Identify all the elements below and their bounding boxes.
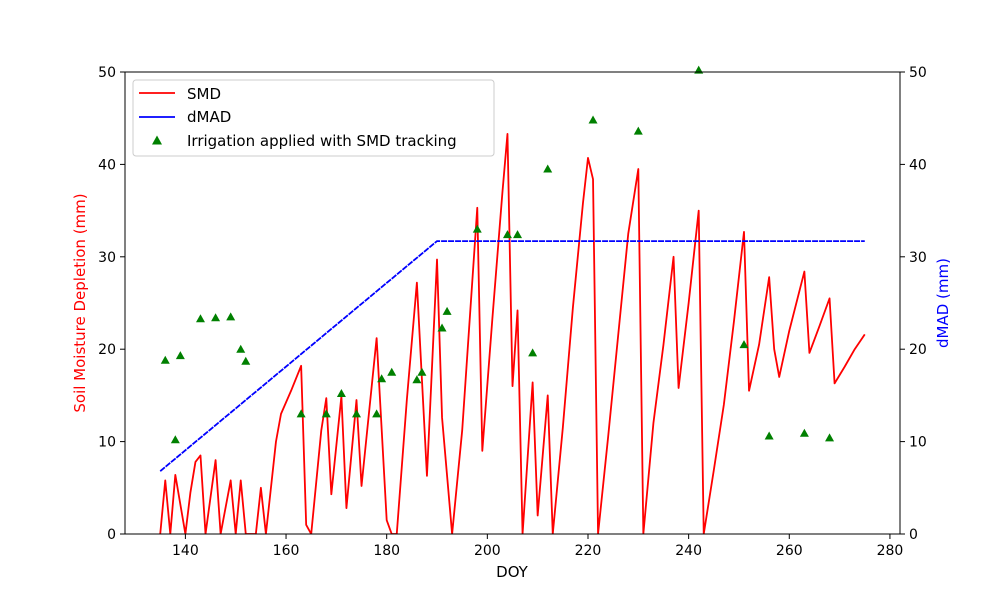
legend-box [132, 79, 495, 157]
legend-smd-label: SMD [187, 85, 221, 103]
irrigation-point [387, 367, 397, 376]
y-axis-right: 0 10 20 30 40 50 [900, 65, 927, 543]
y-axis-left: 0 10 20 30 40 50 [98, 65, 125, 543]
dmad-line [159, 240, 865, 472]
legend-irrigation-marker [152, 135, 162, 145]
irrigation-point [211, 313, 221, 322]
y-tick-label-right: 50 [909, 65, 927, 81]
x-tick-label: 180 [373, 543, 400, 559]
irrigation-point [588, 115, 598, 124]
irrigation-point [543, 164, 553, 173]
x-tick-label: 140 [172, 543, 199, 559]
legend-dmad-label: dMAD [187, 108, 231, 126]
irrigation-point [296, 409, 306, 418]
irrigation-point [799, 428, 809, 437]
irrigation-point [633, 126, 643, 135]
y-tick-label-right: 30 [909, 250, 927, 266]
smd-line [159, 133, 866, 534]
legend-irrigation-label: Irrigation applied with SMD tracking [187, 132, 457, 150]
x-tick-label: 240 [675, 543, 702, 559]
irrigation-point [160, 355, 170, 364]
plot-series [159, 65, 866, 534]
x-tick-label: 260 [776, 543, 803, 559]
y-tick-label-left: 40 [98, 157, 116, 173]
irrigation-point [170, 435, 180, 444]
y-tick-label-right: 10 [909, 435, 927, 451]
y-tick-label-right: 40 [909, 157, 927, 173]
x-axis: 140 160 180 200 220 240 260 280 [172, 534, 903, 559]
irrigation-point [764, 431, 774, 440]
irrigation-point [336, 389, 346, 398]
x-tick-label: 220 [575, 543, 602, 559]
y-tick-label-left: 10 [98, 435, 116, 451]
irrigation-markers [160, 65, 835, 444]
y-tick-label-left: 0 [107, 527, 116, 543]
y-axis-title-right: dMAD (mm) [934, 258, 952, 348]
irrigation-point [513, 230, 523, 239]
x-tick-label: 200 [474, 543, 501, 559]
irrigation-point [472, 224, 482, 233]
y-tick-label-right: 0 [909, 527, 918, 543]
irrigation-point [236, 344, 246, 353]
irrigation-point [502, 230, 512, 239]
irrigation-point [175, 351, 185, 360]
irrigation-point [241, 356, 251, 365]
irrigation-point [437, 323, 447, 332]
y-tick-label-right: 20 [909, 342, 927, 358]
y-tick-label-left: 50 [98, 65, 116, 81]
irrigation-point [739, 340, 749, 349]
y-axis-title-left: Soil Moisture Depletion (mm) [71, 193, 89, 412]
irrigation-point [825, 433, 835, 442]
legend: SMD dMAD Irrigation applied with SMD tra… [132, 79, 495, 157]
irrigation-point [372, 409, 382, 418]
irrigation-point [417, 367, 427, 376]
irrigation-point [195, 314, 205, 323]
irrigation-point [528, 348, 538, 357]
irrigation-point [226, 312, 236, 321]
irrigation-point [412, 375, 422, 384]
plot-frame [124, 71, 901, 535]
x-tick-label: 160 [273, 543, 300, 559]
irrigation-point [321, 409, 331, 418]
y-tick-label-left: 20 [98, 342, 116, 358]
x-tick-label: 280 [877, 543, 904, 559]
irrigation-point [351, 409, 361, 418]
x-axis-title: DOY [496, 563, 529, 581]
irrigation-point [377, 374, 387, 383]
y-tick-label-left: 30 [98, 250, 116, 266]
irrigation-point [442, 306, 452, 315]
